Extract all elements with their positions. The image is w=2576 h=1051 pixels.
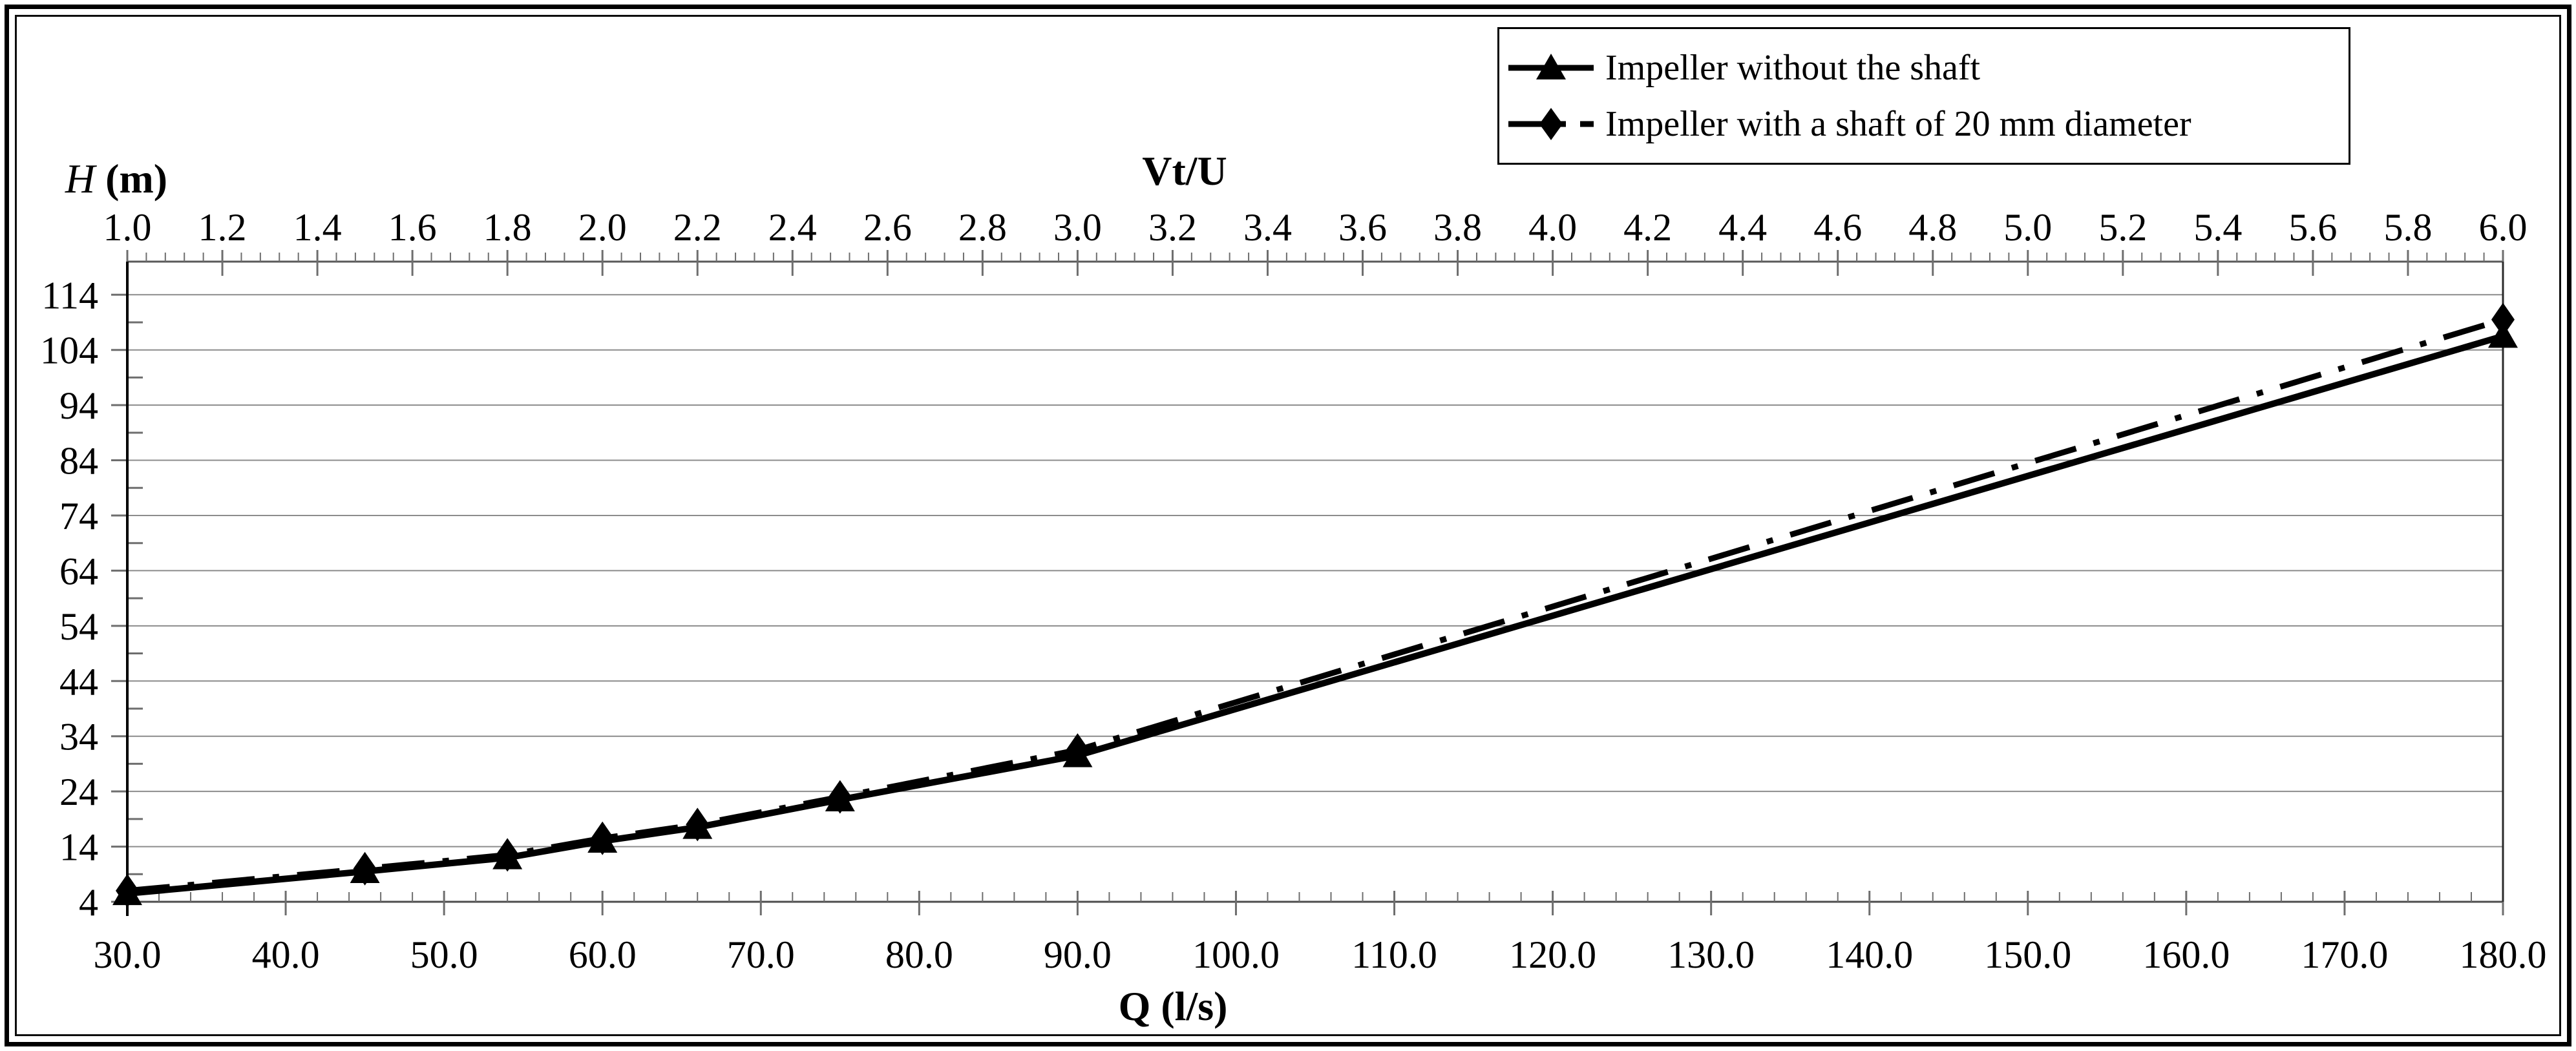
bottom-tick-label: 70.0 [727, 933, 795, 976]
bottom-tick-label: 90.0 [1044, 933, 1112, 976]
y-tick-label: 94 [59, 384, 98, 427]
y-tick-label: 84 [59, 440, 98, 483]
top-tick-label: 2.8 [958, 206, 1007, 249]
bottom-tick-label: 180.0 [2460, 933, 2547, 976]
top-tick-label: 3.6 [1338, 206, 1387, 249]
top-tick-label: 3.2 [1148, 206, 1197, 249]
bottom-tick-label: 50.0 [410, 933, 478, 976]
top-tick-label: 6.0 [2479, 206, 2528, 249]
bottom-tick-label: 100.0 [1192, 933, 1280, 976]
triangle-marker [350, 857, 380, 884]
bottom-tick-label: 130.0 [1667, 933, 1755, 976]
y-tick-label: 64 [59, 550, 98, 592]
y-tick-label: 54 [59, 605, 98, 648]
triangle-marker [587, 827, 618, 853]
top-tick-label: 1.4 [293, 206, 342, 249]
top-tick-label: 4.2 [1623, 206, 1672, 249]
top-tick-labels: 1.0 1.2 1.4 1.6 1.8 2.0 2.2 2.4 2.6 2.8 3.0 3.2 3.4 3… [103, 206, 2528, 249]
bottom-tick-label: 170.0 [2301, 933, 2388, 976]
bottom-tick-label: 40.0 [252, 933, 320, 976]
top-tick-label: 2.0 [578, 206, 627, 249]
bottom-axis [126, 891, 2504, 915]
top-tick-label: 1.0 [103, 206, 152, 249]
y-tick-label: 24 [59, 771, 98, 813]
triangle-marker [492, 843, 523, 869]
triangle-marker [682, 813, 713, 839]
top-tick-label: 5.0 [2003, 206, 2052, 249]
bottom-tick-label: 140.0 [1826, 933, 1913, 976]
y-axis-title: H (m) [39, 156, 194, 202]
top-tick-label: 5.4 [2193, 206, 2242, 249]
figure-outer-border [5, 5, 2571, 1046]
y-tick-label: 34 [59, 716, 98, 758]
top-tick-label: 1.2 [198, 206, 247, 249]
top-tick-label: 5.2 [2098, 206, 2147, 249]
top-tick-label: 4.6 [1813, 206, 1862, 249]
top-tick-label: 2.2 [673, 206, 722, 249]
legend-item-with-shaft: Impeller with a shaft of 20 mm diameter [1506, 103, 2342, 145]
bottom-tick-label: 30.0 [94, 933, 162, 976]
top-tick-label: 3.8 [1433, 206, 1482, 249]
legend: Impeller without the shaft Impeller with… [1497, 27, 2350, 165]
top-tick-label: 4.4 [1718, 206, 1767, 249]
top-tick-label: 4.0 [1528, 206, 1577, 249]
y-tick-labels: 4 14 24 34 44 54 64 74 84 94 104 114 [40, 274, 98, 924]
diamond-marker [2491, 302, 2515, 337]
bottom-tick-labels: 30.0 40.0 50.0 60.0 70.0 80.0 90.0 100.0 110.0 12… [94, 933, 2547, 976]
bottom-tick-label: 80.0 [885, 933, 953, 976]
y-gridlines [127, 294, 2503, 848]
y-tick-label: 44 [59, 660, 98, 703]
bottom-tick-label: 150.0 [1984, 933, 2071, 976]
legend-label: Impeller without the shaft [1605, 47, 1981, 88]
top-tick-label: 1.6 [388, 206, 437, 249]
y-tick-label: 74 [59, 495, 98, 537]
triangle-marker [825, 785, 855, 811]
top-tick-label: 3.0 [1053, 206, 1102, 249]
triangle-solid-line-icon [1508, 53, 1594, 79]
bottom-axis-title: Q (l/s) [1118, 983, 1228, 1029]
series-impeller-with-shaft [116, 302, 2515, 908]
top-tick-label: 5.6 [2288, 206, 2337, 249]
figure-inner-border [15, 15, 2561, 1036]
top-axis [126, 250, 2504, 276]
top-tick-label: 2.6 [863, 206, 912, 249]
series-line-solid [127, 333, 2504, 897]
triangle-marker [112, 879, 142, 906]
top-tick-label: 5.8 [2383, 206, 2432, 249]
triangle-marker [2488, 322, 2518, 348]
bottom-tick-label: 160.0 [2142, 933, 2230, 976]
bottom-tick-label: 110.0 [1351, 933, 1437, 976]
bottom-tick-label: 120.0 [1509, 933, 1596, 976]
legend-label: Impeller with a shaft of 20 mm diameter [1605, 104, 2191, 145]
top-tick-label: 4.8 [1908, 206, 1957, 249]
y-axis-title-variable: H [65, 156, 96, 202]
y-tick-label: 104 [40, 329, 98, 372]
top-tick-label: 2.4 [768, 206, 817, 249]
legend-item-without-shaft: Impeller without the shaft [1506, 47, 2342, 88]
top-axis-title: Vt/U [1142, 148, 1227, 194]
diamond-dash-dot-line-icon [1508, 108, 1594, 141]
bottom-tick-label: 60.0 [569, 933, 637, 976]
top-tick-label: 1.8 [483, 206, 532, 249]
triangle-marker [1062, 741, 1093, 767]
y-tick-label: 14 [59, 826, 98, 869]
y-axis-ticks [111, 293, 143, 903]
y-axis-title-unit: (m) [105, 156, 168, 202]
series-impeller-without-shaft [112, 322, 2518, 906]
y-tick-label: 114 [41, 274, 98, 317]
top-tick-label: 3.4 [1243, 206, 1292, 249]
y-tick-label: 4 [79, 881, 98, 924]
